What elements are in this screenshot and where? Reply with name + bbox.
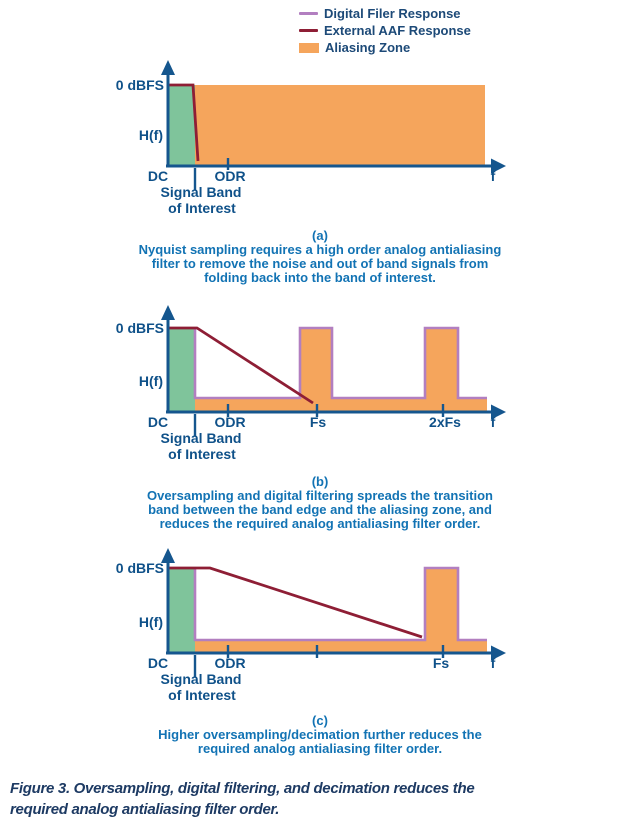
plot-b-y-axis-arrowhead	[161, 305, 175, 320]
legend-label: Digital Filer Response	[324, 6, 461, 21]
figure-caption: Figure 3. Oversampling, digital filterin…	[10, 778, 630, 820]
plot-c-alias-box-fs	[425, 568, 458, 653]
figure-caption-line: Figure 3. Oversampling, digital filterin…	[10, 780, 475, 797]
caption-b-line: Oversampling and digital filtering sprea…	[146, 488, 493, 503]
legend-item-digital-filter: Digital Filer Response	[299, 5, 471, 22]
caption-a-line: folding back into the band of interest.	[204, 270, 436, 285]
caption-a-line: Nyquist sampling requires a high order a…	[138, 242, 502, 257]
plot-c-aaf-response-curve	[168, 566, 423, 639]
plot-a-f-label: f	[491, 168, 496, 184]
plot-b-aaf-response-curve	[168, 326, 314, 405]
plot-c-0dbfs-label: 0 dBFS	[116, 560, 164, 576]
plot-a-signal-band-label-2: of Interest	[168, 200, 236, 216]
plot-b-noise-floor-strip	[195, 398, 487, 412]
plot-b-0dbfs-label: 0 dBFS	[116, 320, 164, 336]
plot-b-signal-band-label-1: Signal Band	[161, 430, 242, 446]
legend-item-external-aaf: External AAF Response	[299, 22, 471, 39]
plot-a-aaf-response-curve	[168, 83, 200, 162]
caption-b: (b) Oversampling and digital filtering s…	[0, 475, 640, 531]
caption-c-tag: (c)	[312, 713, 328, 728]
plot-b-fs-label: Fs	[310, 414, 327, 430]
plot-b-odr-label: ODR	[214, 414, 245, 430]
aliasing-zone-swatch	[299, 42, 319, 53]
caption-a-tag: (a)	[312, 228, 328, 243]
plot-c-f-label: f	[491, 655, 496, 671]
plot-b-x-axis-arrowhead	[491, 404, 506, 420]
caption-a-line: filter to remove the noise and out of ba…	[151, 256, 489, 271]
legend: Digital Filer Response External AAF Resp…	[299, 5, 471, 56]
caption-c-line: Higher oversampling/decimation further r…	[158, 727, 482, 742]
plot-a: 0 dBFS H(f) DC ODR f Signal Band of Inte…	[116, 60, 506, 216]
figure-caption-line: required analog antialiasing filter orde…	[10, 801, 280, 818]
caption-a: (a) Nyquist sampling requires a high ord…	[0, 229, 640, 285]
plot-c-signal-band-label-1: Signal Band	[161, 671, 242, 687]
plot-a-signal-band-region	[168, 85, 195, 166]
legend-item-aliasing-zone: Aliasing Zone	[299, 39, 471, 56]
legend-label: Aliasing Zone	[325, 40, 411, 55]
plot-b-dc-label: DC	[148, 414, 168, 430]
plot-b-2xfs-label: 2xFs	[429, 414, 461, 430]
plot-c-signal-band-label-2: of Interest	[168, 687, 236, 703]
plot-b-signal-band-region	[168, 328, 195, 412]
plot-b-f-label: f	[491, 414, 496, 430]
plot-b-signal-band-label-2: of Interest	[168, 446, 236, 462]
plot-c-noise-floor-strip	[195, 640, 487, 653]
plot-a-x-axis-arrowhead	[491, 158, 506, 174]
plot-a-hf-label: H(f)	[139, 127, 163, 143]
plot-a-dc-label: DC	[148, 168, 168, 184]
caption-b-line: band between the band edge and the alias…	[148, 502, 492, 517]
legend-label: External AAF Response	[324, 23, 471, 38]
caption-c: (c) Higher oversampling/decimation furth…	[0, 714, 640, 756]
caption-b-tag: (b)	[311, 474, 329, 489]
caption-c-line: required analog antialiasing filter orde…	[197, 741, 443, 756]
plot-c-x-axis-arrowhead	[491, 645, 506, 661]
plot-b-alias-box-2xfs	[425, 328, 458, 412]
plot-a-odr-label: ODR	[214, 168, 245, 184]
plot-a-signal-band-label-1: Signal Band	[161, 184, 242, 200]
plot-b-hf-label: H(f)	[139, 373, 163, 389]
plot-c-digital-filter-curve	[193, 566, 487, 642]
plot-b-alias-box-fs	[300, 328, 332, 412]
plot-b-digital-filter-curve	[193, 326, 487, 400]
caption-b-line: reduces the required analog antialiasing…	[159, 516, 481, 531]
plot-a-aliasing-zone	[195, 85, 485, 166]
plot-c-y-axis-arrowhead	[161, 548, 175, 563]
aaf-line-swatch	[299, 29, 318, 32]
plot-b: 0 dBFS H(f) DC ODR Fs 2xFs f Signal Band…	[116, 305, 506, 462]
plot-c-fs-label: Fs	[433, 655, 450, 671]
plot-c-hf-label: H(f)	[139, 614, 163, 630]
digital-filter-line-swatch	[299, 12, 318, 15]
plot-c: 0 dBFS H(f) DC ODR Fs f Signal Band of I…	[116, 548, 506, 703]
plot-c-signal-band-region	[168, 568, 195, 653]
plot-a-0dbfs-label: 0 dBFS	[116, 77, 164, 93]
plot-c-odr-label: ODR	[214, 655, 245, 671]
plot-c-dc-label: DC	[148, 655, 168, 671]
plot-a-y-axis-arrowhead	[161, 60, 175, 75]
